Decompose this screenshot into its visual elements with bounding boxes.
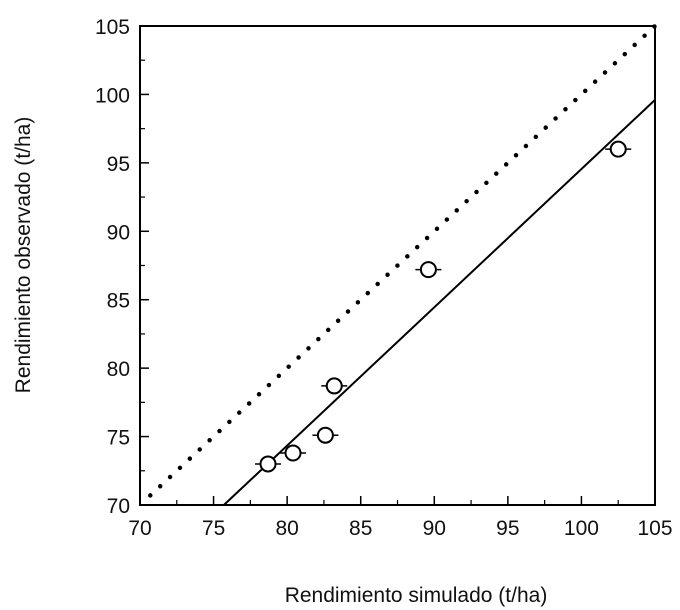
x-tick-label: 70 xyxy=(128,517,151,540)
x-tick-label: 85 xyxy=(349,517,372,540)
y-tick-label: 100 xyxy=(95,84,130,107)
x-tick-label: 80 xyxy=(275,517,298,540)
x-tick-label: 95 xyxy=(496,517,519,540)
one-to-one-dotted-line xyxy=(148,23,658,498)
data-point xyxy=(284,444,302,462)
y-tick-label: 105 xyxy=(95,16,130,39)
data-point xyxy=(259,455,277,473)
y-axis-title: Rendimiento observado (t/ha) xyxy=(12,117,35,394)
x-tick-label: 75 xyxy=(202,517,225,540)
x-tick-label: 90 xyxy=(423,517,446,540)
y-tick-label: 90 xyxy=(107,221,130,244)
x-axis-title: Rendimiento simulado (t/ha) xyxy=(285,584,548,607)
regression-line xyxy=(223,99,656,506)
data-point xyxy=(316,426,334,444)
y-tick-label: 95 xyxy=(107,153,130,176)
y-tick-label: 85 xyxy=(107,290,130,313)
reference-lines xyxy=(148,23,658,506)
y-axis: 70 75 80 85 90 95 100 105 xyxy=(95,16,149,518)
data-point xyxy=(609,140,627,158)
y-tick-label: 80 xyxy=(107,358,130,381)
x-tick-label: 105 xyxy=(637,517,672,540)
data-point xyxy=(419,261,437,279)
data-points xyxy=(255,140,632,473)
y-tick-label: 75 xyxy=(107,427,130,450)
data-point xyxy=(325,377,343,395)
x-axis: 70 75 80 85 90 95 100 105 xyxy=(128,496,673,540)
x-tick-label: 100 xyxy=(564,517,599,540)
y-tick-label: 70 xyxy=(107,495,130,518)
